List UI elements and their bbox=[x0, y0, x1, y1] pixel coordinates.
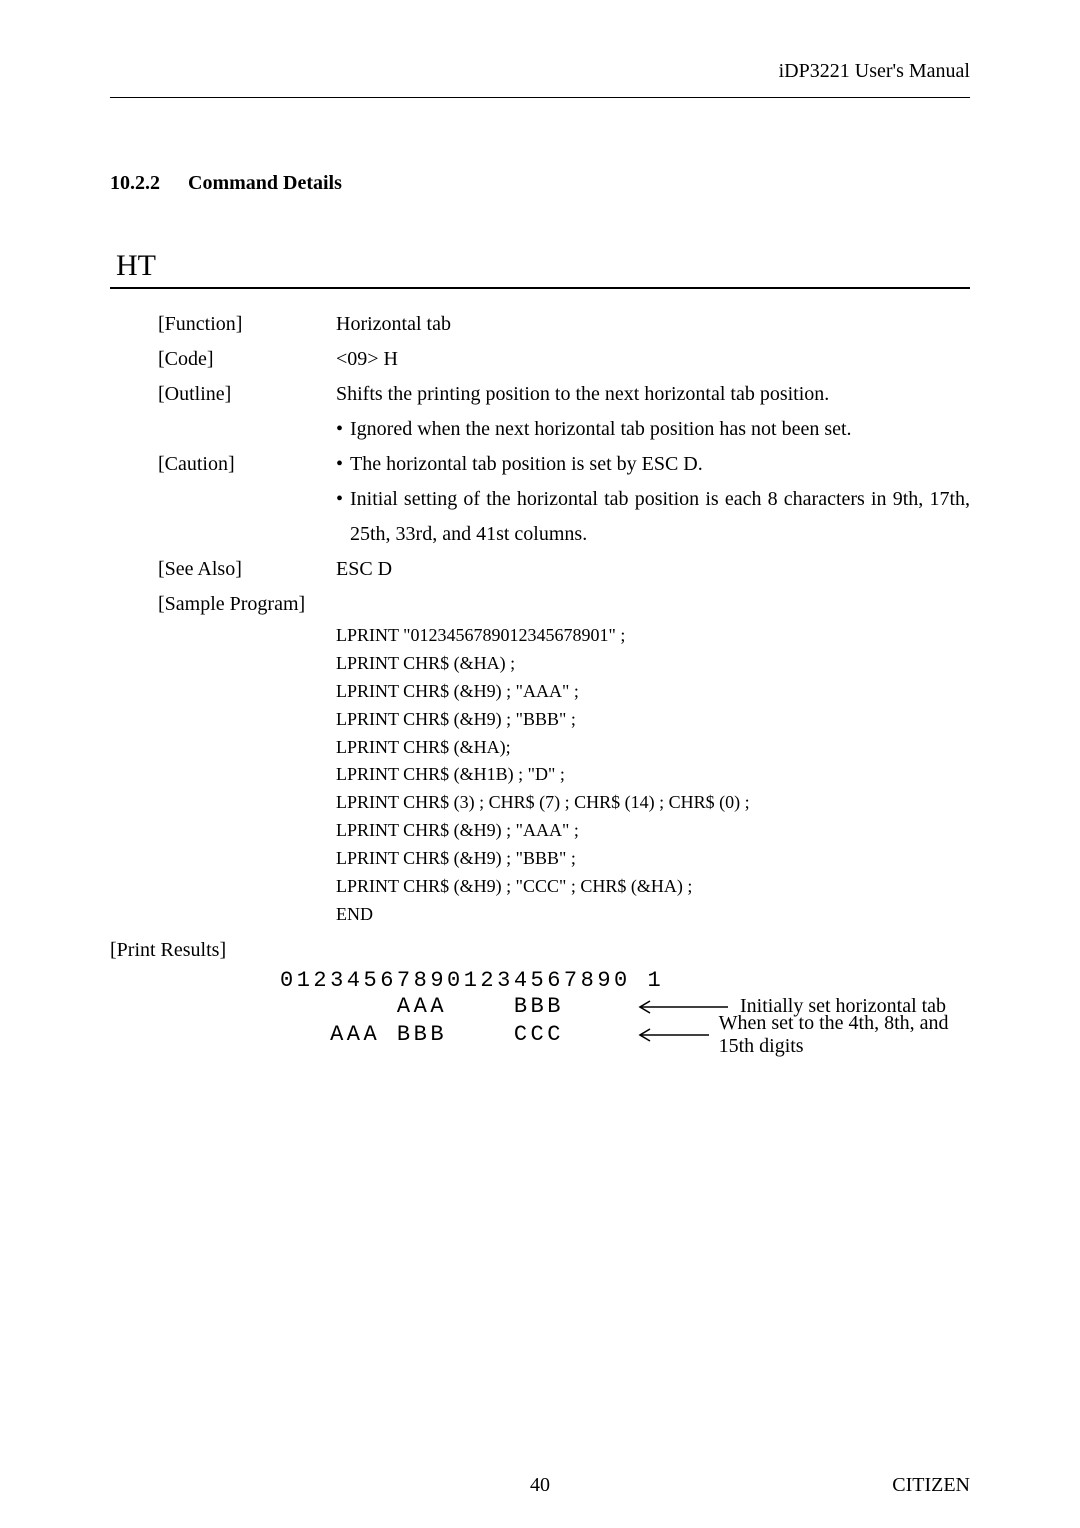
code-line: LPRINT CHR$ (&HA); bbox=[336, 734, 970, 762]
field-row: [Outline] Shifts the printing position t… bbox=[158, 377, 970, 412]
outline-bullet: • Ignored when the next horizontal tab p… bbox=[336, 412, 970, 447]
code-line: LPRINT "0123456789012345678901" ; bbox=[336, 622, 970, 650]
bullet-text: Ignored when the next horizontal tab pos… bbox=[350, 412, 970, 447]
print-results-line1: 012345678901234567890 1 bbox=[280, 968, 970, 993]
sample-program-label: [Sample Program] bbox=[158, 587, 970, 622]
field-value-outline: Shifts the printing position to the next… bbox=[336, 377, 970, 412]
page-number: 40 bbox=[530, 1474, 550, 1497]
print-results-label: [Print Results] bbox=[110, 939, 970, 962]
code-line: LPRINT CHR$ (&HA) ; bbox=[336, 650, 970, 678]
bullet-dot: • bbox=[336, 447, 350, 482]
print-results-block: 012345678901234567890 1 AAA BBB Initiall… bbox=[280, 968, 970, 1049]
field-row: [Caution] • The horizontal tab position … bbox=[158, 447, 970, 482]
manual-title: iDP3221 User's Manual bbox=[110, 60, 970, 89]
page-header: iDP3221 User's Manual bbox=[110, 60, 970, 98]
section-title: Command Details bbox=[188, 172, 342, 194]
section-number: 10.2.2 bbox=[110, 172, 160, 195]
field-label-seealso: [See Also] bbox=[158, 552, 336, 587]
header-rule bbox=[110, 97, 970, 98]
code-line: LPRINT CHR$ (&H9) ; "BBB" ; bbox=[336, 845, 970, 873]
field-row: [Function] Horizontal tab bbox=[158, 307, 970, 342]
code-line: LPRINT CHR$ (&H9) ; "AAA" ; bbox=[336, 817, 970, 845]
caution-text-2: Initial setting of the horizontal tab po… bbox=[350, 482, 970, 552]
bullet-dot: • bbox=[336, 412, 350, 447]
code-line: LPRINT CHR$ (&H1B) ; "D" ; bbox=[336, 761, 970, 789]
field-label-outline: [Outline] bbox=[158, 377, 336, 412]
code-line: LPRINT CHR$ (&H9) ; "BBB" ; bbox=[336, 706, 970, 734]
section-heading: 10.2.2 Command Details bbox=[110, 172, 970, 195]
caution-text-1: The horizontal tab position is set by ES… bbox=[350, 447, 970, 482]
footer-brand: CITIZEN bbox=[892, 1474, 970, 1497]
field-row: [See Also] ESC D bbox=[158, 552, 970, 587]
command-name: HT bbox=[110, 249, 970, 287]
print-results-line3-label: When set to the 4th, 8th, and 15th digit… bbox=[719, 1012, 970, 1058]
code-line: END bbox=[336, 901, 970, 929]
field-label-function: [Function] bbox=[158, 307, 336, 342]
command-rule bbox=[110, 287, 970, 289]
field-value-code: <09> H bbox=[336, 342, 970, 377]
field-value-function: Horizontal tab bbox=[336, 307, 970, 342]
code-line: LPRINT CHR$ (&H9) ; "AAA" ; bbox=[336, 678, 970, 706]
code-line: LPRINT CHR$ (3) ; CHR$ (7) ; CHR$ (14) ;… bbox=[336, 789, 970, 817]
field-label-code: [Code] bbox=[158, 342, 336, 377]
caution-bullet: • Initial setting of the horizontal tab … bbox=[336, 482, 970, 552]
field-row: [Code] <09> H bbox=[158, 342, 970, 377]
print-results-row: AAA BBB CCC When set to the 4th, 8th, an… bbox=[280, 1021, 970, 1049]
field-label-caution: [Caution] bbox=[158, 447, 336, 482]
print-results-line2-mono: AAA BBB bbox=[280, 994, 630, 1019]
code-line: LPRINT CHR$ (&H9) ; "CCC" ; CHR$ (&HA) ; bbox=[336, 873, 970, 901]
field-value-seealso: ESC D bbox=[336, 552, 970, 587]
print-results-line3-mono: AAA BBB CCC bbox=[280, 1022, 630, 1047]
arrow-left-icon bbox=[630, 1000, 730, 1014]
arrow-left-icon bbox=[630, 1028, 709, 1042]
bullet-dot: • bbox=[336, 482, 350, 552]
